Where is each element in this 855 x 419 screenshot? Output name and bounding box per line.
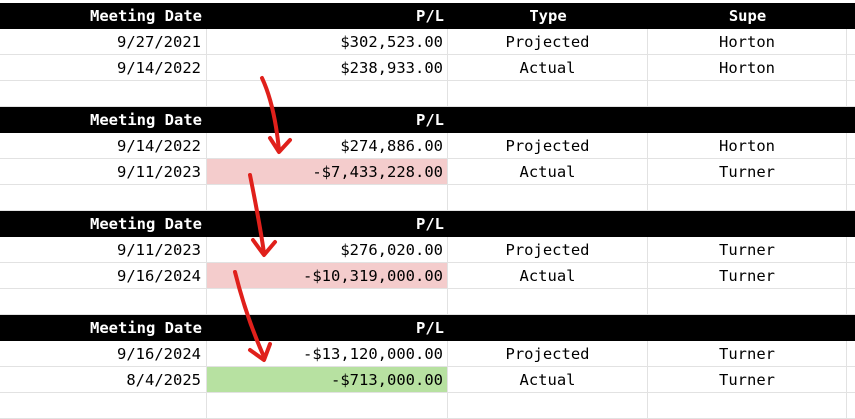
meeting-date-cell[interactable]: 9/14/2022	[0, 133, 207, 158]
empty-cell[interactable]	[207, 81, 448, 106]
empty-cell[interactable]	[0, 81, 207, 106]
header-supe[interactable]: Supe	[728, 7, 767, 25]
header-empty-cell[interactable]	[648, 107, 847, 133]
meeting-date-cell[interactable]: 9/14/2022	[0, 55, 207, 80]
empty-cell[interactable]	[847, 289, 855, 314]
table-row: 9/11/2023 $276,020.00 Projected Turner	[0, 237, 855, 263]
supe-cell[interactable]: Horton	[648, 133, 847, 158]
header-empty-cell[interactable]	[448, 211, 648, 237]
empty-cell[interactable]	[847, 341, 855, 366]
blank-row	[0, 393, 855, 419]
header-pl[interactable]: P/L	[416, 111, 444, 129]
supe-cell[interactable]: Turner	[648, 367, 847, 392]
pl-cell[interactable]: -$13,120,000.00	[207, 341, 448, 366]
pl-cell-negative[interactable]: -$10,319,000.00	[207, 263, 448, 288]
header-meeting-date[interactable]: Meeting Date	[90, 7, 202, 25]
empty-cell[interactable]	[0, 185, 207, 210]
supe-cell[interactable]: Turner	[648, 341, 847, 366]
empty-cell[interactable]	[207, 289, 448, 314]
empty-cell[interactable]	[207, 185, 448, 210]
header-row: Meeting Date P/L	[0, 315, 855, 341]
meeting-date-cell[interactable]: 9/27/2021	[0, 29, 207, 54]
blank-row	[0, 185, 855, 211]
empty-cell[interactable]	[448, 81, 648, 106]
type-cell[interactable]: Actual	[448, 55, 648, 80]
meeting-date-cell[interactable]: 9/16/2024	[0, 341, 207, 366]
empty-cell[interactable]	[847, 237, 855, 262]
type-cell[interactable]: Projected	[448, 237, 648, 262]
header-empty-cell[interactable]	[648, 315, 847, 341]
empty-cell[interactable]	[847, 159, 855, 184]
pl-cell[interactable]: $274,886.00	[207, 133, 448, 158]
meeting-date-cell[interactable]: 9/11/2023	[0, 237, 207, 262]
header-meeting-date[interactable]: Meeting Date	[90, 111, 202, 129]
header-pl[interactable]: P/L	[416, 215, 444, 233]
header-row: Meeting Date P/L Type Supe	[0, 3, 855, 29]
header-empty-cell[interactable]	[847, 211, 855, 237]
type-cell[interactable]: Projected	[448, 341, 648, 366]
type-cell[interactable]: Actual	[448, 263, 648, 288]
pl-cell[interactable]: $276,020.00	[207, 237, 448, 262]
empty-cell[interactable]	[847, 55, 855, 80]
blank-row	[0, 289, 855, 315]
table-row: 9/27/2021 $302,523.00 Projected Horton	[0, 29, 855, 55]
empty-cell[interactable]	[448, 185, 648, 210]
header-row: Meeting Date P/L	[0, 107, 855, 133]
header-empty-cell[interactable]	[648, 211, 847, 237]
header-empty-cell[interactable]	[847, 3, 855, 29]
empty-cell[interactable]	[648, 185, 847, 210]
meeting-date-cell[interactable]: 8/4/2025	[0, 367, 207, 392]
empty-cell[interactable]	[847, 263, 855, 288]
table-row: 9/14/2022 $238,933.00 Actual Horton	[0, 55, 855, 81]
supe-cell[interactable]: Turner	[648, 237, 847, 262]
table-row: 8/4/2025 -$713,000.00 Actual Turner	[0, 367, 855, 393]
meeting-date-cell[interactable]: 9/11/2023	[0, 159, 207, 184]
header-meeting-date[interactable]: Meeting Date	[90, 319, 202, 337]
empty-cell[interactable]	[448, 289, 648, 314]
supe-cell[interactable]: Horton	[648, 55, 847, 80]
empty-cell[interactable]	[0, 393, 207, 418]
table-row: 9/14/2022 $274,886.00 Projected Horton	[0, 133, 855, 159]
empty-cell[interactable]	[847, 367, 855, 392]
header-row: Meeting Date P/L	[0, 211, 855, 237]
pl-cell[interactable]: $302,523.00	[207, 29, 448, 54]
empty-cell[interactable]	[847, 185, 855, 210]
supe-cell[interactable]: Horton	[648, 29, 847, 54]
empty-cell[interactable]	[847, 393, 855, 418]
empty-cell[interactable]	[847, 29, 855, 54]
header-type[interactable]: Type	[529, 7, 567, 25]
header-pl[interactable]: P/L	[416, 7, 444, 25]
supe-cell[interactable]: Turner	[648, 159, 847, 184]
empty-cell[interactable]	[847, 133, 855, 158]
empty-cell[interactable]	[648, 393, 847, 418]
type-cell[interactable]: Projected	[448, 29, 648, 54]
empty-cell[interactable]	[207, 393, 448, 418]
meeting-date-cell[interactable]: 9/16/2024	[0, 263, 207, 288]
empty-cell[interactable]	[448, 393, 648, 418]
empty-cell[interactable]	[0, 289, 207, 314]
header-pl[interactable]: P/L	[416, 319, 444, 337]
header-meeting-date[interactable]: Meeting Date	[90, 215, 202, 233]
header-empty-cell[interactable]	[448, 107, 648, 133]
header-empty-cell[interactable]	[847, 107, 855, 133]
pl-cell-negative[interactable]: -$7,433,228.00	[207, 159, 448, 184]
table-row: 9/16/2024 -$10,319,000.00 Actual Turner	[0, 263, 855, 289]
header-empty-cell[interactable]	[847, 315, 855, 341]
blank-row	[0, 81, 855, 107]
empty-cell[interactable]	[847, 81, 855, 106]
type-cell[interactable]: Actual	[448, 367, 648, 392]
empty-cell[interactable]	[648, 289, 847, 314]
pl-cell-positive-highlight[interactable]: -$713,000.00	[207, 367, 448, 392]
table-row: 9/16/2024 -$13,120,000.00 Projected Turn…	[0, 341, 855, 367]
table-row: 9/11/2023 -$7,433,228.00 Actual Turner	[0, 159, 855, 185]
supe-cell[interactable]: Turner	[648, 263, 847, 288]
header-empty-cell[interactable]	[448, 315, 648, 341]
type-cell[interactable]: Projected	[448, 133, 648, 158]
type-cell[interactable]: Actual	[448, 159, 648, 184]
empty-cell[interactable]	[648, 81, 847, 106]
pl-cell[interactable]: $238,933.00	[207, 55, 448, 80]
